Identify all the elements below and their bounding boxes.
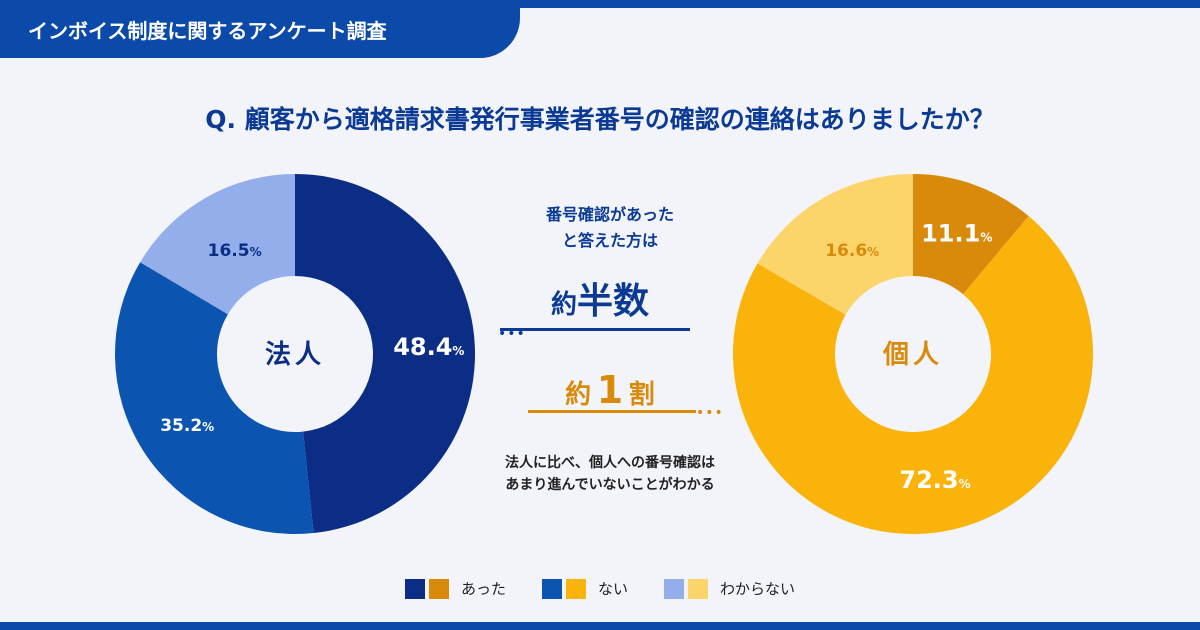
legend-swatch-indiv-yes <box>428 578 449 599</box>
legend-no: ない <box>541 578 628 599</box>
legend-swatch-corp-no <box>541 578 562 599</box>
indiv-highlight: 約 1 割 <box>525 368 695 412</box>
corp-slice-0 <box>295 173 476 534</box>
legend-unknown: わからない <box>664 578 795 599</box>
indiv-suffix: 割 <box>628 380 655 410</box>
note-line1: 法人に比べ、個人への番号確認は <box>505 455 715 471</box>
middle-note: 法人に比べ、個人への番号確認は あまり進んでいないことがわかる <box>470 452 750 496</box>
corp-slice-label-1: 35.2% <box>160 416 214 436</box>
legend: あった ない わからない <box>0 578 1200 599</box>
indiv-slice-label-1: 72.3% <box>899 466 970 494</box>
indiv-slice-2 <box>757 174 913 315</box>
corp-value: 半数 <box>577 281 650 322</box>
note-line2: あまり進んでいないことがわかる <box>505 477 715 493</box>
legend-swatch-corp-yes <box>404 578 425 599</box>
caption-line1: 番号確認があった <box>545 205 674 224</box>
corp-slice-label-2: 16.5% <box>208 241 262 261</box>
corp-center-label: 法人 <box>265 340 325 370</box>
indiv-underline <box>528 410 696 413</box>
caption-line2: と答えた方は <box>561 231 658 250</box>
indiv-dots: ••• <box>696 405 724 421</box>
legend-label-yes: あった <box>460 580 506 598</box>
survey-title: インボイス制度に関するアンケート調査 <box>28 18 387 43</box>
indiv-slice-label-2: 16.6% <box>825 241 879 261</box>
legend-label-unknown: わからない <box>720 580 796 598</box>
question-title: Q. 顧客から適格請求書発行事業者番号の確認の連絡はありましたか？ <box>205 105 995 134</box>
legend-yes: あった <box>404 578 506 599</box>
middle-caption: 番号確認があった と答えた方は <box>500 202 720 254</box>
indiv-prefix: 約 <box>565 380 592 410</box>
indiv-slice-0 <box>913 174 1029 295</box>
legend-swatch-corp-unknown <box>664 578 684 599</box>
legend-label-no: ない <box>597 580 628 598</box>
corp-slice-label-0: 48.4% <box>393 333 464 361</box>
legend-swatch-indiv-unknown <box>688 578 708 599</box>
bottom-bar <box>0 622 1200 630</box>
corp-underline <box>500 328 690 331</box>
corp-prefix: 約 <box>550 290 577 320</box>
indiv-value: 1 <box>596 368 624 412</box>
corp-slice-1 <box>114 262 314 534</box>
legend-swatch-indiv-no <box>565 578 586 599</box>
indiv-slice-1 <box>732 216 1093 534</box>
top-bar <box>0 0 1200 8</box>
corp-highlight: 約半数 <box>500 272 700 324</box>
indiv-slice-label-0: 11.1% <box>921 220 992 248</box>
survey-title-tab: インボイス制度に関するアンケート調査 <box>0 0 520 58</box>
indiv-center-label: 個人 <box>882 340 943 370</box>
corp-slice-2 <box>140 174 295 315</box>
